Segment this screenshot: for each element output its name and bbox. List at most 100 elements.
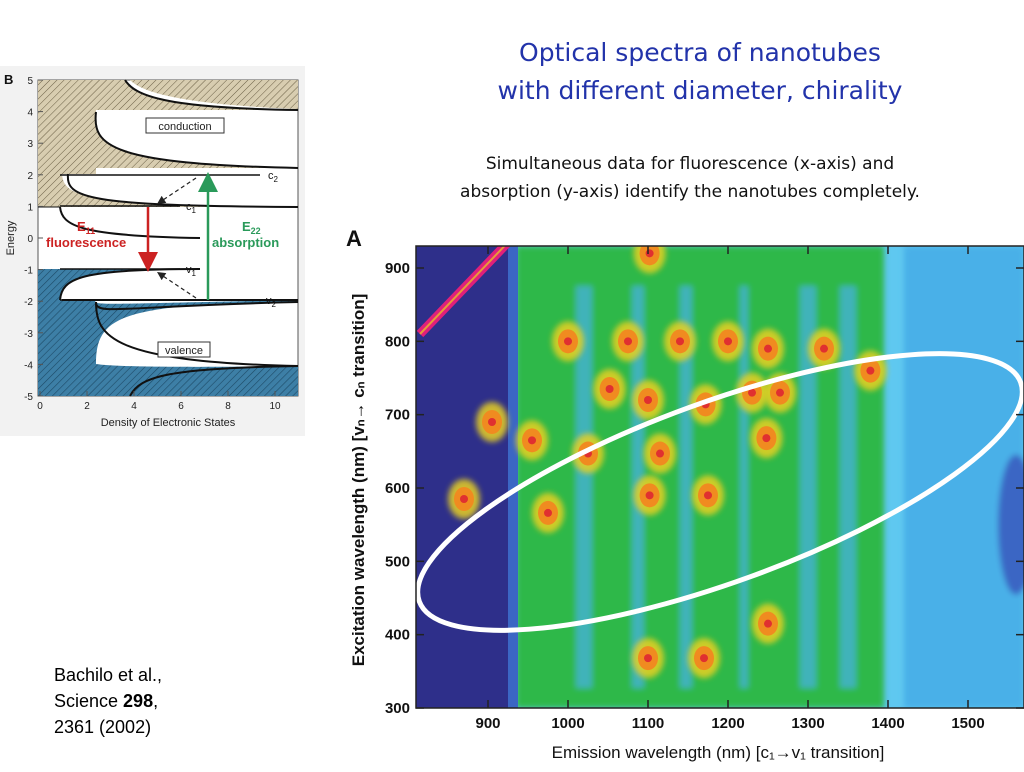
peak-center (748, 388, 756, 397)
e11-label: E11 (77, 219, 95, 236)
band-x-axis-label: Density of Electronic States (101, 417, 236, 429)
band-x-tick-label: 4 (131, 401, 137, 412)
peak-center (866, 366, 875, 375)
heatmap-edge-band (508, 246, 518, 708)
band-y-tick-label: 4 (27, 108, 33, 119)
peak-center (704, 491, 712, 500)
heatmap-y-tick-label: 300 (385, 700, 410, 717)
v2-label: v2 (266, 295, 277, 309)
heatmap-blue-spot (998, 454, 1024, 595)
slide-subtitle: Simultaneous data for fluorescence (x-ax… (390, 150, 990, 206)
subtitle-line-2: absorption (y-axis) identify the nanotub… (460, 182, 920, 202)
heatmap-y-tick-label: 700 (385, 407, 410, 424)
heatmap-x-tick-label: 1200 (711, 715, 744, 732)
band-y-tick-label: 0 (27, 234, 33, 245)
peak-center (528, 436, 536, 445)
conduction-hatch-top (38, 80, 298, 109)
heatmap-y-tick-label: 400 (385, 627, 410, 644)
band-y-tick-label: 1 (27, 202, 33, 213)
peak-center (776, 388, 784, 397)
citation-comma: , (153, 691, 159, 711)
peak-center (724, 337, 732, 346)
fluorescence-label: fluorescence (46, 235, 126, 250)
panel-a-label: A (346, 226, 362, 251)
band-y-axis-label: Energy (5, 220, 17, 255)
heatmap-y-axis-label: Excitation wavelength (nm) [vₙ→ cₙ trans… (349, 294, 368, 666)
scatter-streak-core (419, 246, 506, 335)
band-x-tick-label: 8 (225, 401, 231, 412)
heatmap-cyan-stripe (740, 286, 748, 688)
peak-center (676, 337, 684, 346)
peak-center (488, 418, 496, 426)
highlight-ellipse (416, 351, 1024, 633)
band-y-tick-label: 5 (27, 76, 33, 87)
heatmap-cyan-stripe (680, 286, 692, 688)
excitation-emission-map: A 900 1000 1100 1200 1300 1400 1500 900 800 700 6… (340, 222, 1024, 768)
band-x-tick-label: 2 (84, 401, 90, 412)
heatmap-cyan-stripe (840, 286, 856, 688)
band-x-ticks: 0 2 4 6 8 10 (37, 391, 281, 412)
heatmap-x-tick-label: 1300 (791, 715, 824, 732)
heatmap-y-tick-label: 800 (385, 333, 410, 350)
conduction-band-fill (38, 80, 298, 207)
band-y-tick-label: -2 (24, 297, 33, 308)
peak-center (624, 337, 632, 346)
peak-center (645, 249, 654, 258)
peak-center (764, 344, 772, 353)
heatmap-x-tick-label: 1100 (632, 715, 665, 732)
peak-center (762, 434, 771, 443)
peak-center (644, 396, 652, 404)
heatmap-svg: A 900 1000 1100 1200 1300 1400 1500 900 800 700 6… (346, 226, 1024, 762)
band-diagram-svg: c2 c1 v1 v2 E11 fluorescence E22 absorpt… (0, 66, 305, 436)
relaxation-arrow-upper (157, 177, 197, 204)
heatmap-cyan-stripe (576, 286, 592, 688)
peak-center (544, 508, 552, 517)
peak-center (700, 654, 708, 663)
band-y-tick-label: -5 (24, 392, 33, 403)
panel-b-label: B (4, 72, 13, 87)
e22-label: E22 (242, 219, 261, 236)
citation-journal: Science (54, 691, 124, 711)
c1-label: c1 (186, 201, 197, 215)
citation-volume: 298 (123, 691, 154, 711)
band-y-tick-label: 3 (27, 139, 33, 150)
absorption-label: absorption (212, 235, 279, 250)
peak-center (764, 619, 772, 628)
peak-center (656, 449, 664, 458)
citation-line-3: 2361 (2002) (54, 717, 152, 737)
citation-line-2: Science 298, (54, 688, 274, 714)
heatmap-y-tick-label: 900 (385, 260, 410, 277)
c2-label: c2 (268, 170, 279, 184)
citation-line-1: Bachilo et al., (54, 665, 163, 685)
heatmap-green-zone (516, 246, 884, 708)
peak-center (564, 337, 572, 346)
peak-center (645, 491, 654, 500)
v1-label: v1 (186, 264, 197, 278)
heatmap-x-tick-label: 1000 (551, 715, 584, 732)
heatmap-y-tick-label: 600 (385, 480, 410, 497)
heatmap-x-tick-label: 1500 (951, 715, 984, 732)
peak-center (820, 344, 828, 353)
peak-center (605, 385, 614, 393)
peak-center (460, 495, 468, 503)
band-x-tick-label: 6 (178, 401, 184, 412)
heatmap-x-ticks: 900 1000 1100 1200 1300 1400 1500 (475, 246, 985, 732)
band-y-tick-label: -4 (24, 360, 33, 371)
heatmap-x-tick-label: 900 (475, 715, 500, 732)
band-diagram-figure: c2 c1 v1 v2 E11 fluorescence E22 absorpt… (0, 66, 305, 436)
heatmap-x-axis-label: Emission wavelength (nm) [c₁→v₁ transiti… (552, 743, 885, 762)
valence-band-fill (38, 269, 298, 396)
band-y-tick-label: -3 (24, 329, 33, 340)
subtitle-line-1: Simultaneous data for fluorescence (x-ax… (485, 154, 895, 174)
heatmap-layer (416, 246, 1024, 708)
heatmap-y-tick-label: 500 (385, 553, 410, 570)
heatmap-cyan-stripe (800, 286, 816, 688)
slide-title: Optical spectra of nanotubes with differ… (420, 34, 980, 110)
peak-center (644, 654, 652, 663)
band-y-tick-label: 2 (27, 171, 33, 182)
band-x-tick-label: 0 (37, 401, 43, 412)
band-y-ticks: 5 4 3 2 1 0 -1 -2 -3 -4 -5 (24, 76, 43, 403)
band-y-tick-label: -1 (24, 266, 33, 277)
conduction-label: conduction (158, 121, 211, 133)
heatmap-dark-region (416, 246, 516, 708)
